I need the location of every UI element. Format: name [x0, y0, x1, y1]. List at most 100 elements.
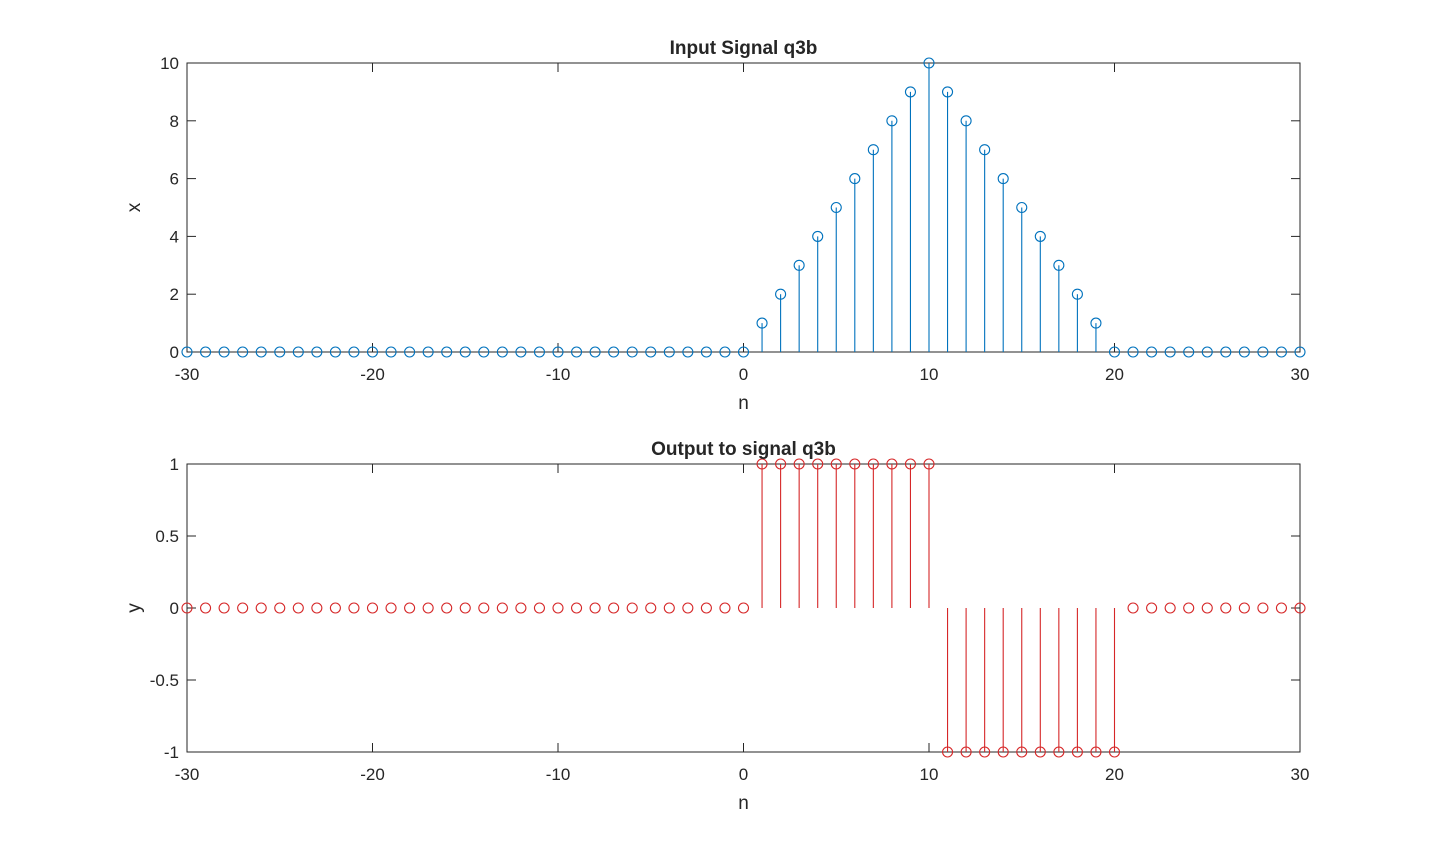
stem-marker	[496, 346, 508, 358]
stem-marker	[1071, 746, 1083, 758]
stem-marker	[1071, 288, 1083, 300]
x-tick-label: -10	[546, 765, 571, 784]
stem-marker	[1201, 346, 1213, 358]
stem-marker	[366, 346, 379, 358]
stem-marker	[181, 346, 193, 358]
stem-marker	[923, 57, 935, 69]
stem-marker	[645, 602, 657, 614]
axis-ticks: -30 -20 -10 0 10 20 30 0 2 4 6 8 10	[160, 54, 1309, 384]
stem-marker	[515, 602, 527, 614]
stem-marker	[960, 115, 972, 127]
stem-marker	[385, 346, 397, 358]
stem-marker	[404, 602, 416, 614]
y-tick-label: 8	[170, 112, 179, 131]
stem-marker	[793, 458, 805, 470]
y-tick-label: -1	[164, 743, 179, 762]
stem-marker	[329, 602, 341, 614]
stem-marker	[645, 346, 657, 358]
stem-marker	[255, 346, 267, 358]
x-tick-label: -20	[360, 765, 385, 784]
x-axis-label: n	[738, 393, 749, 414]
stem-marker	[311, 602, 323, 614]
stem-marker	[1201, 602, 1213, 614]
stem-marker	[1275, 346, 1287, 358]
x-tick-label: -20	[360, 365, 385, 384]
stem-marker	[812, 230, 824, 242]
stem-marker	[1090, 746, 1102, 758]
output-signal-plot: -30 -20 -10 0 10 20 30 -1 -0.5 0 0.5 1 Output to si…	[124, 439, 1309, 814]
stem-marker	[1016, 746, 1028, 758]
stem-marker	[441, 602, 453, 614]
y-axis-label: y	[124, 603, 145, 613]
axes-frame	[186, 463, 1301, 753]
x-tick-label: -30	[175, 365, 200, 384]
stem-marker	[626, 346, 638, 358]
stem-marker	[775, 458, 787, 470]
stem-series	[181, 458, 1306, 758]
stem-marker	[941, 86, 954, 98]
stem-marker	[1257, 602, 1269, 614]
stem-marker	[570, 346, 583, 358]
stem-marker	[830, 458, 842, 470]
stem-marker	[1127, 602, 1139, 614]
stem-marker	[1164, 602, 1176, 614]
stem-marker	[1034, 230, 1046, 242]
stem-marker	[923, 458, 935, 470]
stem-marker	[867, 458, 879, 470]
stem-marker	[1034, 746, 1046, 758]
x-tick-label: 20	[1105, 765, 1124, 784]
stem-marker	[329, 346, 341, 358]
y-tick-label: -0.5	[150, 671, 179, 690]
stem-marker	[459, 346, 471, 358]
y-tick-label: 2	[170, 285, 179, 304]
stem-marker	[756, 317, 768, 329]
y-tick-label: 1	[170, 455, 179, 474]
stem-marker	[200, 602, 212, 614]
stem-marker	[570, 602, 583, 614]
stem-marker	[849, 458, 861, 470]
stem-marker	[218, 346, 230, 358]
stem-marker	[997, 746, 1009, 758]
y-tick-label: 0	[170, 343, 179, 362]
stem-marker	[1220, 346, 1232, 358]
stem-marker	[960, 746, 972, 758]
stem-marker	[1090, 317, 1102, 329]
stem-marker	[311, 346, 323, 358]
x-tick-label: 10	[920, 765, 939, 784]
y-tick-label: 10	[160, 54, 179, 73]
stem-marker	[626, 602, 638, 614]
stem-marker	[348, 346, 360, 358]
stem-marker	[533, 602, 546, 614]
stem-marker	[979, 746, 991, 758]
stem-marker	[515, 346, 527, 358]
axes-frame	[186, 62, 1301, 353]
stem-marker	[700, 602, 712, 614]
x-tick-label: 30	[1291, 365, 1310, 384]
stem-marker	[830, 201, 842, 214]
x-tick-label: -10	[546, 365, 571, 384]
stem-marker	[608, 602, 620, 614]
stem-marker	[663, 602, 675, 614]
stem-marker	[1127, 346, 1139, 358]
stem-marker	[1053, 746, 1065, 758]
stem-marker	[404, 346, 416, 358]
stem-marker	[478, 346, 490, 358]
stem-marker	[700, 346, 712, 358]
x-axis-label: n	[738, 793, 749, 814]
stem-marker	[997, 173, 1009, 185]
stem-marker	[1164, 346, 1176, 358]
stem-marker	[552, 602, 564, 614]
y-tick-label: 0	[170, 599, 179, 618]
plot-title: Input Signal q3b	[670, 38, 818, 59]
stem-marker	[292, 346, 304, 358]
stem-marker	[1108, 346, 1121, 358]
stem-marker	[422, 346, 434, 358]
stem-marker	[682, 602, 694, 614]
stem-marker	[1146, 602, 1158, 614]
stem-marker	[1238, 602, 1250, 614]
y-tick-label: 6	[170, 170, 179, 189]
x-tick-label: 30	[1291, 765, 1310, 784]
stem-marker	[200, 346, 212, 358]
stem-marker	[1220, 602, 1232, 614]
